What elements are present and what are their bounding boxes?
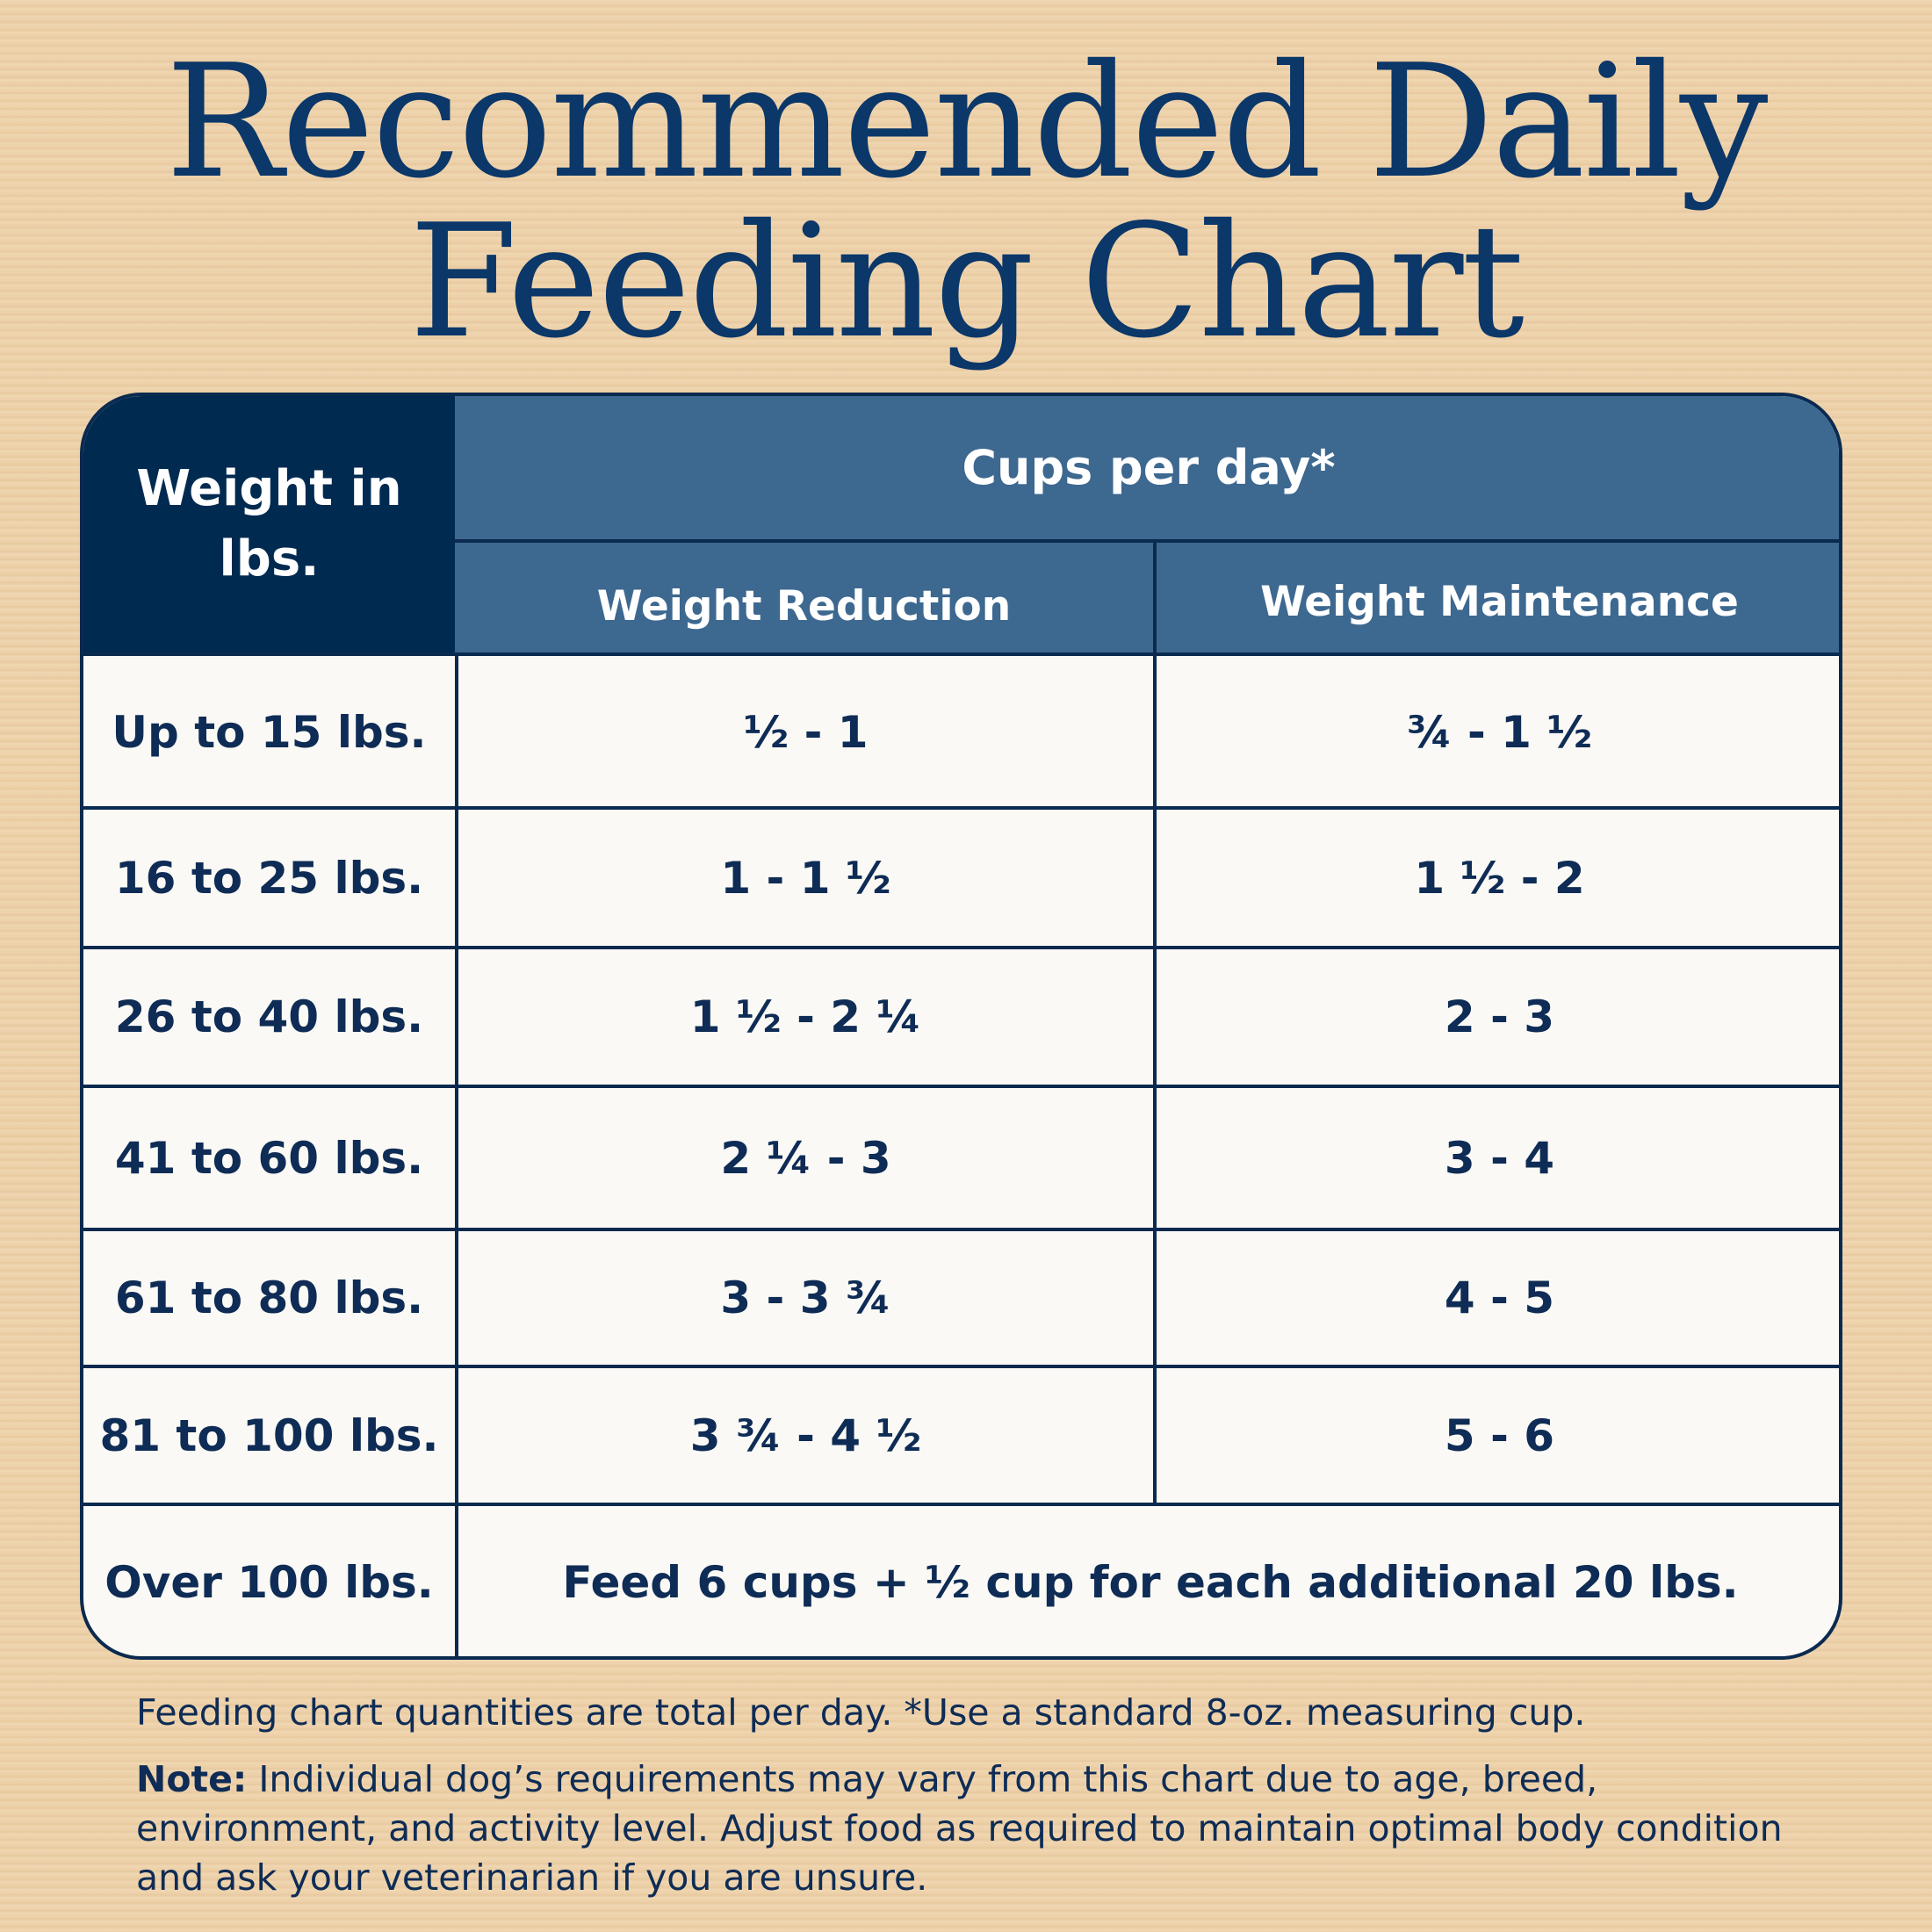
reduction-cell: ½ - 1 (743, 706, 869, 758)
header-divider (455, 539, 1839, 543)
weight-cell: 61 to 80 lbs. (114, 1272, 424, 1323)
maintenance-cell: 5 - 6 (1444, 1409, 1555, 1461)
title-line-1: Recommended Daily (165, 31, 1769, 213)
maintenance-cell: 4 - 5 (1444, 1272, 1555, 1323)
feeding-table: Weight in lbs. Cups per day* Weight Redu… (80, 393, 1842, 1660)
reduction-cell: 1 ½ - 2 ¼ (689, 991, 922, 1042)
row-divider (83, 806, 1839, 810)
row-divider (83, 1228, 1839, 1231)
reduction-cell: 2 ¼ - 3 (720, 1132, 891, 1184)
maintenance-cell: 1 ½ - 2 (1414, 852, 1585, 904)
row-divider (83, 1085, 1839, 1088)
row-divider (83, 652, 1839, 656)
column-divider (1153, 543, 1157, 1504)
footer-note: Note: Individual dog’s requirements may … (136, 1755, 1805, 1902)
over-100-instruction: Feed 6 cups + ½ cup for each additional … (562, 1557, 1739, 1608)
weight-header: Weight in lbs. (83, 396, 455, 652)
maintenance-cell: 2 - 3 (1444, 991, 1555, 1042)
note-label: Note: (136, 1758, 248, 1800)
maintenance-cell: ¾ - 1 ½ (1406, 706, 1593, 758)
column-divider (455, 652, 458, 1656)
weight-cell: 16 to 25 lbs. (114, 852, 424, 904)
weight-cell: Up to 15 lbs. (112, 706, 427, 758)
row-divider (83, 1503, 1839, 1506)
weight-maintenance-header: Weight Maintenance (1157, 543, 1839, 652)
reduction-cell: 3 - 3 ¾ (720, 1272, 891, 1323)
weight-cell: 26 to 40 lbs. (114, 991, 424, 1042)
weight-cell: Over 100 lbs. (105, 1557, 434, 1608)
row-divider (83, 946, 1839, 949)
footer-quantities-note: Feeding chart quantities are total per d… (136, 1691, 1586, 1734)
reduction-cell: 3 ¾ - 4 ½ (689, 1409, 922, 1461)
maintenance-cell: 3 - 4 (1444, 1132, 1555, 1184)
weight-reduction-header: Weight Reduction (455, 543, 1153, 652)
weight-cell: 81 to 100 lbs. (99, 1409, 439, 1461)
note-text: Individual dog’s requirements may vary f… (136, 1758, 1783, 1899)
reduction-cell: 1 - 1 ½ (720, 852, 891, 904)
title-line-2: Feeding Chart (408, 191, 1525, 372)
weight-cell: 41 to 60 lbs. (114, 1132, 424, 1184)
row-divider (83, 1365, 1839, 1368)
cups-per-day-header: Cups per day* (455, 396, 1839, 539)
